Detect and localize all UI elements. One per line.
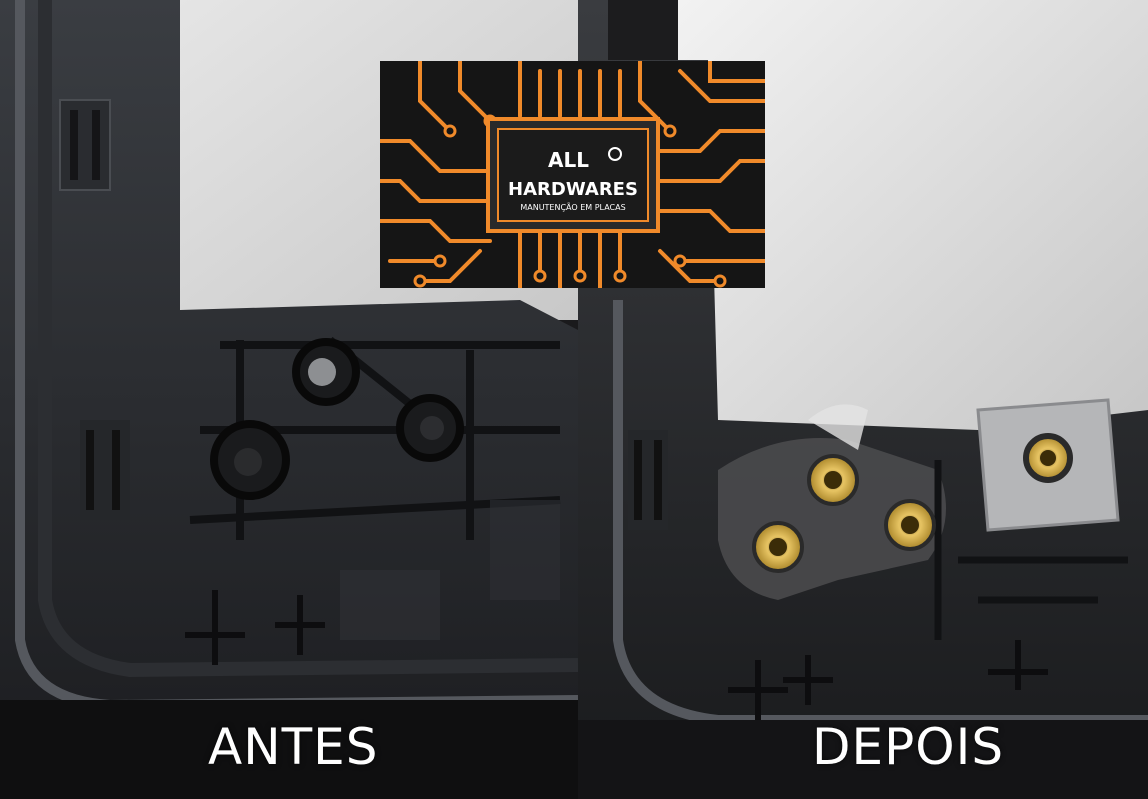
all-hardwares-logo: ALL HARDWARES MANUTENÇÃO EM PLACAS (380, 61, 765, 288)
brass-insert (1023, 433, 1073, 483)
after-photo-illustration (578, 0, 1148, 799)
brass-insert (752, 521, 804, 573)
logo-line-1: ALL (548, 148, 589, 172)
broken-screw-post (396, 394, 464, 462)
circuit-board-logo: ALL HARDWARES MANUTENÇÃO EM PLACAS (380, 61, 765, 288)
before-caption: ANTES (208, 718, 379, 776)
broken-screw-post (210, 420, 290, 500)
broken-screw-post (292, 338, 360, 406)
brass-insert (884, 499, 936, 551)
after-photo (578, 0, 1148, 799)
logo-line-2: HARDWARES (508, 179, 638, 200)
logo-tagline: MANUTENÇÃO EM PLACAS (520, 202, 625, 212)
after-caption: DEPOIS (812, 718, 1005, 776)
brass-insert (807, 454, 859, 506)
